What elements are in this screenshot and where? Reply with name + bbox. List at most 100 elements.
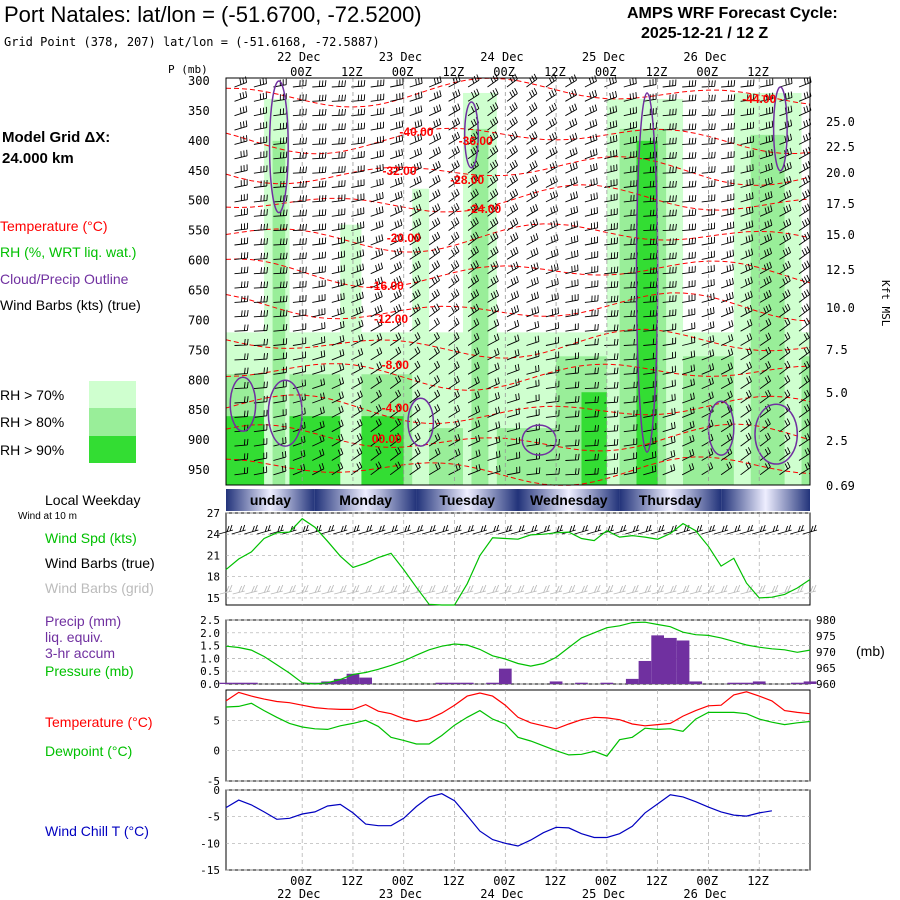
top-hour-tick: 00Z [696, 65, 718, 79]
kft-axis-label: Kft MSL [879, 280, 892, 327]
top-date-tick: 22 Dec [277, 50, 320, 64]
wind-barb-grid [232, 584, 246, 595]
cloud-outline [521, 424, 557, 456]
upper-wind-barb [662, 421, 676, 433]
upper-wind-barb [506, 349, 520, 361]
upper-wind-barb [662, 309, 677, 318]
upper-wind-barb [253, 252, 269, 260]
upper-wind-barb [448, 160, 460, 174]
upper-wind-barb [584, 89, 598, 102]
upper-wind-barb [545, 73, 558, 88]
upper-wind-barb [234, 338, 249, 346]
upper-wind-barb [448, 174, 460, 188]
wind-barb-true [422, 524, 437, 535]
upper-wind-barb [351, 80, 366, 88]
upper-wind-barb [370, 276, 383, 289]
isotherm-label: 00.00 [372, 432, 402, 446]
upper-wind-barb [234, 266, 249, 275]
upper-wind-barb [798, 246, 811, 260]
upper-wind-barb [234, 310, 249, 318]
upper-wind-barb [428, 217, 441, 231]
upper-wind-barb [662, 209, 677, 217]
upper-wind-barb [545, 307, 559, 318]
upper-wind-barb [759, 304, 772, 318]
upper-wind-barb [526, 233, 539, 246]
upper-wind-barb [234, 438, 249, 447]
wind-barb-true [802, 524, 818, 535]
upper-wind-barb [331, 377, 345, 390]
wind-barb-grid [702, 584, 715, 595]
precip-bar [435, 682, 449, 684]
upper-wind-barb [448, 131, 461, 145]
y-tick: 0 [213, 784, 220, 797]
model-grid-value: 24.000 km [2, 150, 74, 167]
upper-wind-barb [292, 252, 307, 260]
upper-wind-barb [487, 188, 499, 203]
precip-bar [308, 682, 322, 684]
upper-wind-barb [467, 318, 480, 332]
weekday-name: unday [250, 492, 291, 508]
wind-barb-grid [334, 584, 347, 595]
upper-wind-barb [253, 165, 268, 174]
bottom-date-tick: 23 Dec [379, 887, 422, 900]
upper-wind-barb [273, 338, 288, 346]
kft-tick: 0.69 [826, 479, 855, 493]
upper-wind-barb [779, 346, 791, 361]
upper-wind-barb [370, 290, 383, 303]
precip-bar [740, 682, 753, 684]
cloud-outline [268, 80, 289, 214]
upper-wind-barb [506, 334, 520, 346]
y2-tick: 965 [816, 662, 836, 675]
upper-wind-barb [292, 238, 307, 246]
kft-tick: 17.5 [826, 197, 855, 211]
upper-wind-barb [253, 466, 268, 476]
upper-wind-barb [759, 148, 773, 160]
wind-barb-grid [575, 584, 588, 595]
upper-wind-barb [467, 303, 480, 318]
upper-wind-barb [292, 294, 307, 303]
upper-wind-barb [312, 392, 325, 404]
upper-wind-barb [701, 208, 716, 217]
upper-wind-barb [565, 308, 579, 318]
top-date-tick: 23 Dec [379, 50, 422, 64]
cross-section-gridlines [301, 78, 760, 485]
upper-wind-barb [428, 389, 441, 404]
upper-wind-barb [682, 336, 696, 346]
upper-wind-barb [273, 323, 288, 332]
isotherm-line [225, 77, 811, 108]
upper-wind-barb [662, 195, 677, 203]
y-tick: -5 [207, 811, 220, 824]
upper-wind-barb [312, 237, 327, 246]
upper-wind-barb [545, 263, 559, 275]
upper-wind-barb [370, 220, 384, 232]
upper-wind-barb [428, 433, 441, 447]
upper-wind-barb [487, 421, 501, 433]
upper-wind-barb [759, 191, 773, 203]
bottom-hour-tick: 12Z [646, 874, 668, 888]
wind-barb-grid [676, 584, 690, 595]
upper-wind-barb [798, 260, 810, 275]
upper-wind-barb [409, 346, 421, 361]
upper-wind-barb [370, 262, 384, 275]
upper-wind-barb [721, 151, 735, 160]
upper-wind-barb [370, 418, 382, 433]
bottom-date-tick: 22 Dec [277, 887, 320, 900]
top-hour-tick: 12Z [646, 65, 668, 79]
upper-wind-barb [312, 322, 326, 332]
upper-wind-barb [292, 108, 307, 117]
upper-wind-barb [526, 394, 540, 404]
upper-wind-barb [331, 278, 345, 289]
bottom-hour-tick: 00Z [595, 874, 617, 888]
upper-wind-barb [506, 261, 519, 275]
upper-wind-barb [467, 405, 481, 418]
wind-barb-grid [511, 584, 525, 595]
upper-wind-barb [234, 76, 248, 88]
upper-wind-barb [643, 380, 657, 390]
upper-wind-barb [409, 360, 421, 375]
upper-wind-barb [779, 432, 791, 447]
wind-barb-grid [308, 584, 322, 595]
upper-wind-barb [759, 177, 773, 188]
upper-wind-barb [428, 160, 441, 174]
top-hour-tick: 12Z [443, 65, 465, 79]
upper-wind-barb [798, 332, 810, 346]
